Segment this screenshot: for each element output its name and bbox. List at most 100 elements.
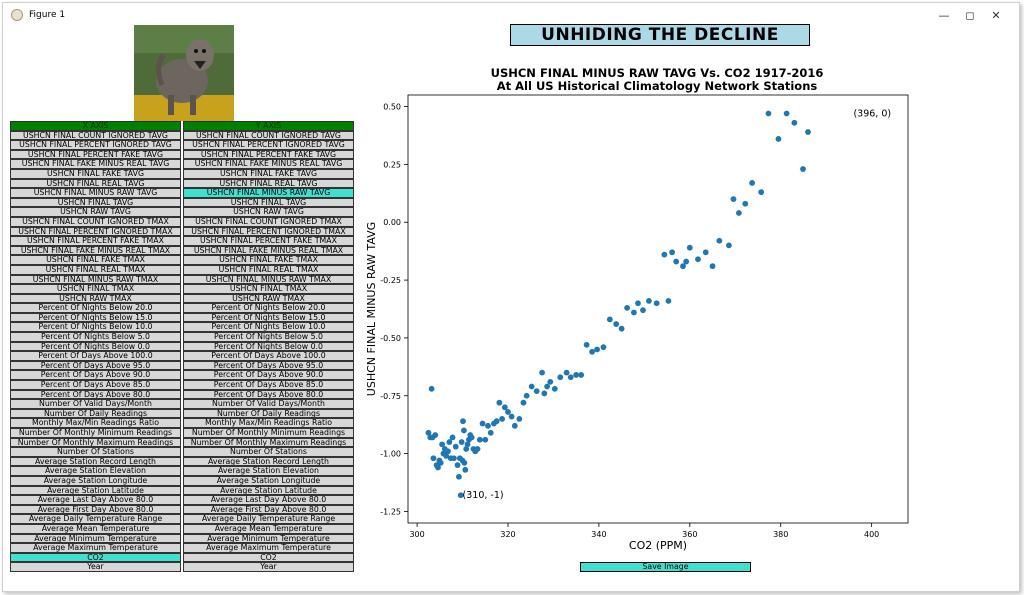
y-axis-option[interactable]: USHCN FINAL PERCENT IGNORED TMAX [183, 226, 354, 237]
x-axis-option[interactable]: USHCN FINAL REAL TAVG [10, 178, 181, 189]
y-axis-option[interactable]: Average First Day Above 80.0 [183, 504, 354, 515]
x-axis-option[interactable]: USHCN FINAL FAKE TAVG [10, 168, 181, 179]
maximize-icon[interactable]: ◻ [965, 9, 975, 22]
y-axis-option[interactable]: Percent Of Days Above 85.0 [183, 380, 354, 390]
y-axis-option[interactable]: USHCN FINAL REAL TMAX [183, 264, 354, 275]
x-axis-option[interactable]: Average Station Elevation [10, 466, 181, 476]
x-axis-option[interactable]: USHCN FINAL PERCENT FAKE TAVG [10, 149, 181, 160]
x-axis-option[interactable]: Number Of Valid Days/Month [10, 399, 181, 409]
x-axis-option[interactable]: Percent Of Days Above 90.0 [10, 370, 181, 381]
y-axis-option[interactable]: USHCN FINAL TMAX [183, 284, 354, 294]
x-axis-option[interactable]: USHCN FINAL REAL TMAX [10, 264, 181, 275]
x-axis-option[interactable]: Number Of Monthly Maximum Readings [10, 437, 181, 448]
y-axis-option[interactable]: USHCN FINAL FAKE MINUS REAL TMAX [183, 245, 354, 256]
x-axis-option[interactable]: USHCN FINAL PERCENT IGNORED TMAX [10, 226, 181, 237]
y-axis-option[interactable]: USHCN FINAL PERCENT IGNORED TAVG [183, 140, 354, 150]
minimize-icon[interactable]: — [938, 9, 950, 22]
y-axis-option[interactable]: Percent Of Nights Below 5.0 [183, 332, 354, 342]
x-axis-option[interactable]: Percent Of Days Above 100.0 [10, 351, 181, 361]
y-axis-option[interactable]: Percent Of Days Above 80.0 [183, 389, 354, 400]
x-axis-option[interactable]: Average Daily Temperature Range [10, 514, 181, 524]
y-axis-option[interactable]: Average Station Latitude [183, 485, 354, 496]
y-axis-option[interactable]: Percent Of Days Above 95.0 [183, 360, 354, 371]
y-axis-option[interactable]: Average Minimum Temperature [183, 533, 354, 544]
y-tick-label: -0.50 [380, 334, 401, 343]
x-axis-option[interactable]: USHCN FINAL PERCENT IGNORED TAVG [10, 140, 181, 150]
x-axis-option[interactable]: USHCN FINAL MINUS RAW TMAX [10, 274, 181, 285]
x-axis-option[interactable]: Monthly Max/Min Readings Ratio [10, 418, 181, 428]
y-axis-option[interactable]: Average Mean Temperature [183, 523, 354, 534]
y-axis-option[interactable]: USHCN FINAL MINUS RAW TMAX [183, 274, 354, 285]
y-axis-option[interactable]: Average Station Elevation [183, 466, 354, 476]
y-axis-option[interactable]: Average Station Record Length [183, 456, 354, 467]
data-point [425, 429, 432, 436]
x-axis-option[interactable]: USHCN FINAL TMAX [10, 284, 181, 294]
y-axis-option[interactable]: USHCN RAW TAVG [183, 207, 354, 217]
x-axis-option[interactable]: Average Minimum Temperature [10, 533, 181, 544]
y-axis-option[interactable]: Average Maximum Temperature [183, 543, 354, 553]
x-axis-option[interactable]: USHCN FINAL FAKE MINUS REAL TMAX [10, 245, 181, 256]
y-axis-option[interactable]: Percent Of Nights Below 20.0 [183, 303, 354, 313]
x-axis-option[interactable]: Number Of Stations [10, 447, 181, 457]
y-axis-option[interactable]: Number Of Stations [183, 447, 354, 457]
x-axis-option[interactable]: Percent Of Nights Below 5.0 [10, 332, 181, 342]
x-axis-option[interactable]: USHCN FINAL MINUS RAW TAVG [10, 188, 181, 198]
y-axis-option[interactable]: Percent Of Nights Below 15.0 [183, 312, 354, 323]
x-axis-option[interactable]: Average First Day Above 80.0 [10, 504, 181, 515]
y-axis-option[interactable]: CO2 [183, 552, 354, 563]
x-axis-option[interactable]: Percent Of Days Above 85.0 [10, 380, 181, 390]
x-axis-option[interactable]: Percent Of Days Above 80.0 [10, 389, 181, 400]
x-axis-option[interactable]: USHCN RAW TMAX [10, 293, 181, 304]
y-axis-option[interactable]: Percent Of Nights Below 10.0 [183, 322, 354, 333]
y-axis-option[interactable]: Number Of Monthly Maximum Readings [183, 437, 354, 448]
y-axis-option[interactable]: Average Station Longitude [183, 475, 354, 486]
x-axis-option[interactable]: Percent Of Nights Below 20.0 [10, 303, 181, 313]
y-axis-option[interactable]: Average Last Day Above 80.0 [183, 495, 354, 505]
x-axis-option[interactable]: Percent Of Nights Below 0.0 [10, 341, 181, 352]
x-axis-option[interactable]: USHCN FINAL FAKE TMAX [10, 255, 181, 265]
x-axis-option[interactable]: USHCN FINAL FAKE MINUS REAL TAVG [10, 159, 181, 169]
x-axis-option[interactable]: Average Maximum Temperature [10, 543, 181, 553]
y-axis-option[interactable]: USHCN FINAL MINUS RAW TAVG [183, 188, 354, 198]
x-axis-option[interactable]: Average Station Longitude [10, 475, 181, 486]
y-axis-option[interactable]: Number Of Daily Readings [183, 408, 354, 419]
y-axis-option[interactable]: Number Of Valid Days/Month [183, 399, 354, 409]
y-axis-option[interactable]: Percent Of Days Above 100.0 [183, 351, 354, 361]
y-axis-option[interactable]: USHCN FINAL REAL TAVG [183, 178, 354, 189]
y-axis-option[interactable]: Percent Of Nights Below 0.0 [183, 341, 354, 352]
y-axis-option[interactable]: USHCN FINAL FAKE TMAX [183, 255, 354, 265]
x-axis-option[interactable]: Average Last Day Above 80.0 [10, 495, 181, 505]
x-axis-option[interactable]: USHCN FINAL PERCENT FAKE TMAX [10, 236, 181, 246]
x-axis-option[interactable]: CO2 [10, 552, 181, 563]
x-axis-option[interactable]: Average Station Latitude [10, 485, 181, 496]
close-icon[interactable]: ✕ [991, 9, 1001, 22]
x-axis-option[interactable]: Average Station Record Length [10, 456, 181, 467]
y-axis-option[interactable]: Number Of Monthly Minimum Readings [183, 428, 354, 438]
x-axis-option[interactable]: Percent Of Nights Below 15.0 [10, 312, 181, 323]
y-axis-option[interactable]: Percent Of Days Above 90.0 [183, 370, 354, 381]
y-axis-option[interactable]: USHCN FINAL TAVG [183, 197, 354, 208]
data-point [680, 263, 686, 270]
x-axis-option[interactable]: Average Mean Temperature [10, 523, 181, 534]
x-axis-option[interactable]: Number Of Monthly Minimum Readings [10, 428, 181, 438]
x-axis-option[interactable]: USHCN FINAL COUNT IGNORED TMAX [10, 216, 181, 227]
y-axis-option[interactable]: Year [183, 562, 354, 572]
y-axis-option[interactable]: USHCN FINAL PERCENT FAKE TAVG [183, 149, 354, 160]
y-axis-option[interactable]: USHCN FINAL COUNT IGNORED TMAX [183, 216, 354, 227]
x-axis-option[interactable]: Number Of Daily Readings [10, 408, 181, 419]
x-axis-option[interactable]: USHCN RAW TAVG [10, 207, 181, 217]
y-axis-option[interactable]: USHCN RAW TMAX [183, 293, 354, 304]
y-axis-option[interactable]: USHCN FINAL FAKE TAVG [183, 168, 354, 179]
y-axis-option[interactable]: Monthly Max/Min Readings Ratio [183, 418, 354, 428]
y-axis-option[interactable]: Average Daily Temperature Range [183, 514, 354, 524]
x-axis-option[interactable]: USHCN FINAL TAVG [10, 197, 181, 208]
y-axis-option[interactable]: USHCN FINAL COUNT IGNORED TAVG [183, 130, 354, 141]
save-image-button[interactable]: Save Image [580, 562, 751, 572]
x-axis-option[interactable]: Percent Of Days Above 95.0 [10, 360, 181, 371]
y-axis-option[interactable]: USHCN FINAL PERCENT FAKE TMAX [183, 236, 354, 246]
x-axis-option[interactable]: USHCN FINAL COUNT IGNORED TAVG [10, 130, 181, 141]
x-axis-option[interactable]: Year [10, 562, 181, 572]
y-axis-option[interactable]: USHCN FINAL FAKE MINUS REAL TAVG [183, 159, 354, 169]
x-axis-option[interactable]: Percent Of Nights Below 10.0 [10, 322, 181, 333]
data-point [726, 242, 732, 249]
